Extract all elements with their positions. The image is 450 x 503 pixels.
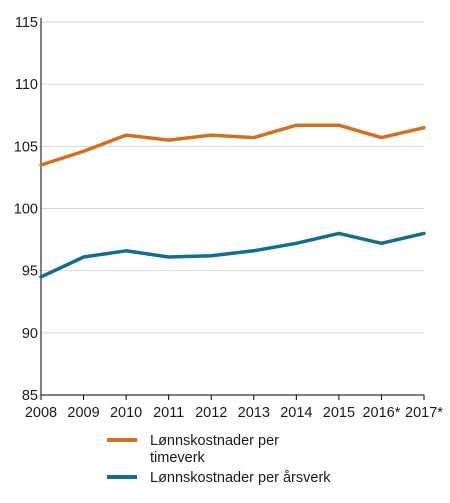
legend-label: Lønnskostnader per bbox=[150, 433, 279, 449]
legend-item-2: Lønnskostnader per årsverk bbox=[107, 470, 331, 486]
x-tick-label: 2010 bbox=[110, 405, 142, 421]
y-tick-label: 110 bbox=[15, 77, 38, 93]
y-tick-label: 115 bbox=[15, 15, 38, 31]
x-axis: 2008 2009 2010 2011 2012 2013 2014 2015 2016* 201… bbox=[25, 394, 443, 421]
y-tick-label: 95 bbox=[22, 264, 38, 280]
y-tick-label: 90 bbox=[22, 326, 38, 342]
x-tick-label: 2011 bbox=[153, 405, 184, 421]
gridlines bbox=[41, 21, 424, 334]
y-tick-label: 100 bbox=[14, 202, 38, 218]
x-tick-label: 2008 bbox=[25, 405, 57, 421]
x-tick-label: 2016* bbox=[362, 405, 400, 421]
legend-label: timeverk bbox=[150, 450, 206, 466]
x-tick-label: 2017* bbox=[405, 405, 443, 421]
x-tick-label: 2015 bbox=[323, 405, 355, 421]
series-line-2 bbox=[39, 231, 426, 279]
y-tick-label: 105 bbox=[14, 139, 38, 155]
x-tick-label: 2013 bbox=[238, 405, 270, 421]
y-axis: 85 90 95 100 105 110 115 bbox=[14, 15, 42, 404]
x-tick-label: 2009 bbox=[67, 405, 99, 421]
x-tick-label: 2014 bbox=[280, 405, 312, 421]
legend: Lønnskostnader pertimeverkLønnskostnader… bbox=[107, 433, 331, 486]
series-line-1 bbox=[39, 123, 426, 167]
y-tick-label: 85 bbox=[22, 388, 38, 404]
legend-label: Lønnskostnader per årsverk bbox=[150, 470, 331, 486]
series-lines bbox=[39, 123, 426, 279]
x-tick-label: 2012 bbox=[195, 405, 227, 421]
